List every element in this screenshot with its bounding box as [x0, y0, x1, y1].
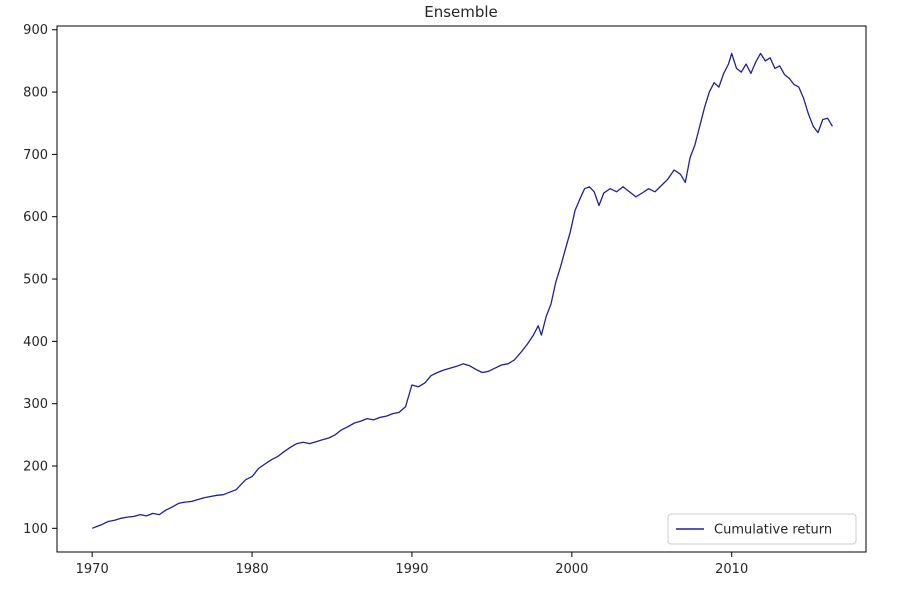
series-line-cumulative-return [91, 52, 833, 529]
x-tick-label: 1970 [76, 562, 109, 577]
legend-box [667, 513, 857, 545]
chart-title: Ensemble [424, 3, 498, 21]
y-tick-label: 800 [23, 86, 48, 101]
y-tick-label: 700 [23, 148, 48, 163]
x-tick-label: 2000 [555, 562, 588, 577]
y-tick-label: 900 [23, 23, 48, 38]
y-tick-label: 400 [23, 335, 48, 350]
y-axis: 100 200 300 400 500 600 700 800 900 [23, 23, 57, 537]
plot-frame [56, 25, 867, 553]
y-tick-label: 300 [23, 397, 48, 412]
x-tick-label: 1980 [236, 562, 269, 577]
y-tick-label: 500 [23, 273, 48, 288]
series-layer [91, 52, 833, 529]
y-tick-label: 600 [23, 210, 48, 225]
y-tick-label: 100 [23, 522, 48, 537]
x-tick-label: 1990 [395, 562, 428, 577]
x-axis: 1970 1980 1990 2000 2010 [76, 552, 748, 577]
legend: Cumulative return [667, 513, 857, 545]
legend-label: Cumulative return [714, 523, 832, 538]
x-tick-label: 2010 [715, 562, 748, 577]
y-tick-label: 200 [23, 459, 48, 474]
